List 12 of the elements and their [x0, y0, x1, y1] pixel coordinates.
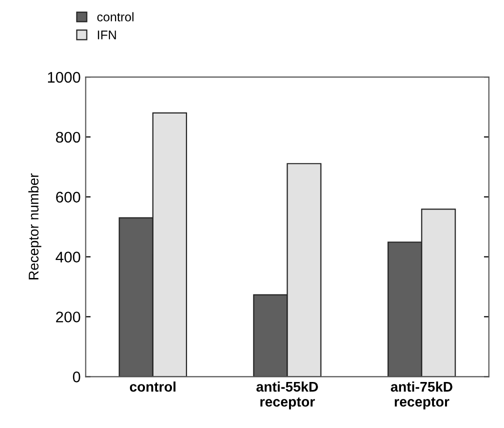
y-tick-label: 0: [72, 372, 80, 382]
legend-label: control: [97, 12, 134, 22]
y-tick-label: 400: [56, 252, 80, 262]
y-tick-label: 600: [56, 192, 80, 203]
y-tick-label: 800: [56, 132, 80, 143]
y-tick-label: 1000: [48, 72, 80, 83]
x-tick-label: control: [130, 382, 176, 392]
y-axis-title: Receptor number: [28, 173, 42, 280]
x-tick-label: anti-75kD receptor: [390, 382, 452, 410]
y-tick-label: 200: [56, 312, 80, 322]
legend-label: IFN: [98, 30, 116, 40]
x-tick-label: anti-55kD receptor: [256, 382, 318, 410]
